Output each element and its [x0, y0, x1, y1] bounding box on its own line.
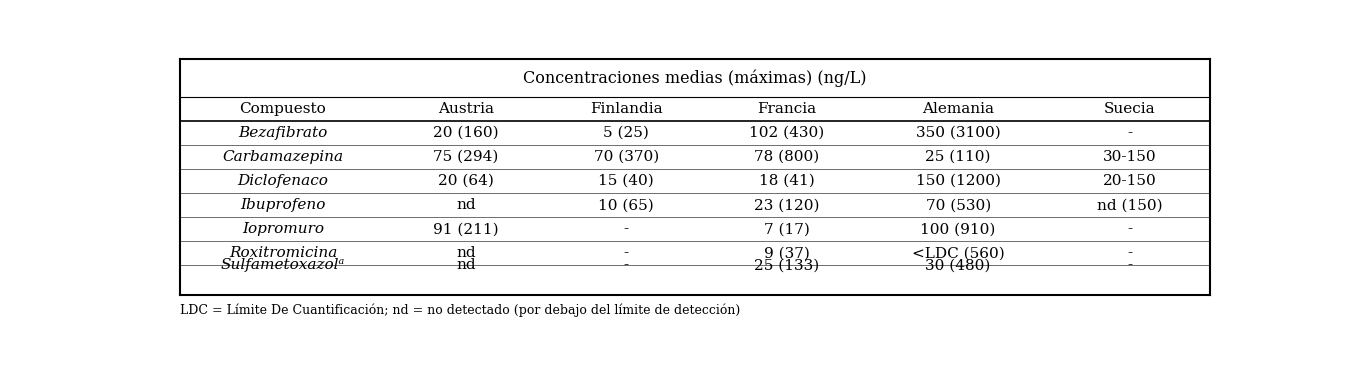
Text: 30 (480): 30 (480) — [925, 258, 991, 272]
Text: Compuesto: Compuesto — [240, 102, 327, 116]
Text: -: - — [1127, 258, 1132, 272]
Text: 18 (41): 18 (41) — [758, 174, 815, 188]
Text: 20-150: 20-150 — [1102, 174, 1157, 188]
Text: nd: nd — [456, 258, 476, 272]
Text: Bezafibrato: Bezafibrato — [239, 126, 328, 140]
Text: Alemania: Alemania — [922, 102, 994, 116]
Text: Roxitromicina: Roxitromicina — [229, 246, 338, 260]
Text: 70 (530): 70 (530) — [926, 198, 991, 212]
Text: <LDC (560): <LDC (560) — [911, 246, 1005, 260]
Text: Carbamazepina: Carbamazepina — [222, 150, 343, 164]
Text: Francia: Francia — [757, 102, 816, 116]
Text: Iopromuro: Iopromuro — [241, 222, 324, 236]
Text: -: - — [624, 258, 629, 272]
Text: 91 (211): 91 (211) — [434, 222, 499, 236]
Text: 23 (120): 23 (120) — [754, 198, 819, 212]
Text: Finlandia: Finlandia — [590, 102, 663, 116]
Text: 25 (133): 25 (133) — [754, 258, 819, 272]
Text: Sulfametoxazolᵃ: Sulfametoxazolᵃ — [221, 258, 346, 272]
Text: 78 (800): 78 (800) — [754, 150, 819, 164]
Text: 350 (3100): 350 (3100) — [915, 126, 1001, 140]
Text: nd: nd — [456, 246, 476, 260]
Text: Concentraciones medias (máximas) (ng/L): Concentraciones medias (máximas) (ng/L) — [523, 69, 866, 87]
Text: 20 (64): 20 (64) — [438, 174, 494, 188]
Text: 70 (370): 70 (370) — [594, 150, 659, 164]
Text: -: - — [624, 246, 629, 260]
Text: -: - — [1127, 246, 1132, 260]
Text: 9 (37): 9 (37) — [763, 246, 810, 260]
Text: Ibuprofeno: Ibuprofeno — [240, 198, 325, 212]
Text: nd (150): nd (150) — [1097, 198, 1162, 212]
Text: 100 (910): 100 (910) — [921, 222, 995, 236]
Text: 75 (294): 75 (294) — [434, 150, 499, 164]
Text: 102 (430): 102 (430) — [749, 126, 824, 140]
Text: 25 (110): 25 (110) — [925, 150, 991, 164]
Text: Suecia: Suecia — [1104, 102, 1155, 116]
Text: 10 (65): 10 (65) — [598, 198, 654, 212]
Text: -: - — [1127, 222, 1132, 236]
Text: 7 (17): 7 (17) — [763, 222, 810, 236]
Text: -: - — [624, 222, 629, 236]
Text: LDC = Límite De Cuantificación; nd = no detectado (por debajo del límite de dete: LDC = Límite De Cuantificación; nd = no … — [180, 304, 740, 317]
Text: Diclofenaco: Diclofenaco — [237, 174, 328, 188]
Text: 150 (1200): 150 (1200) — [915, 174, 1001, 188]
Text: 30-150: 30-150 — [1102, 150, 1157, 164]
Text: nd: nd — [456, 198, 476, 212]
Text: 5 (25): 5 (25) — [603, 126, 650, 140]
Text: -: - — [1127, 126, 1132, 140]
Text: 15 (40): 15 (40) — [598, 174, 654, 188]
Text: 20 (160): 20 (160) — [434, 126, 499, 140]
Text: Austria: Austria — [438, 102, 494, 116]
